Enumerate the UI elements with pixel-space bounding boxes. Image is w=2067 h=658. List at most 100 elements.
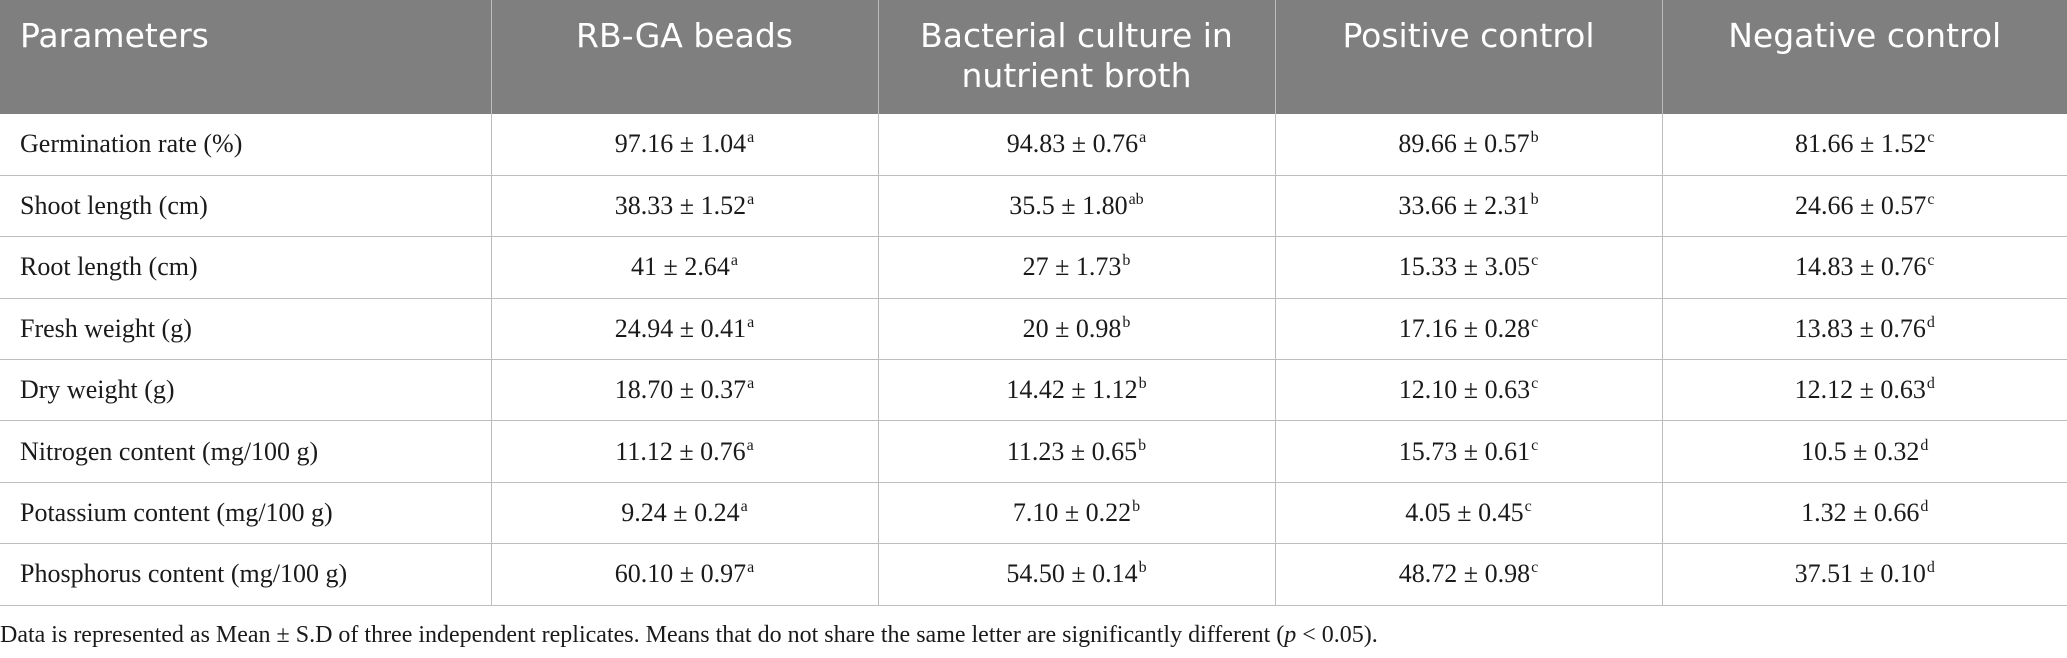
cell-value: 18.70 ± 0.37	[614, 375, 747, 405]
table-cell: 37.51 ± 0.10d	[1661, 543, 2067, 606]
cell-value: 54.50 ± 0.14	[1006, 559, 1138, 589]
table-cell: 60.10 ± 0.97a	[490, 543, 879, 606]
cell-value: 27 ± 1.73	[1022, 252, 1122, 282]
cell-value: 14.83 ± 0.76	[1795, 252, 1927, 282]
table-cell: 97.16 ± 1.04a	[490, 114, 879, 176]
significance-letter: b	[1138, 375, 1147, 393]
table-row: Dry weight (g) 18.70 ± 0.37a 14.42 ± 1.12b…	[0, 359, 2067, 422]
row-parameter-label: Root length (cm)	[0, 236, 492, 299]
header-negative-control: Negative control	[1661, 0, 2067, 114]
header-rb-ga-beads: RB-GA beads	[490, 0, 879, 114]
cell-value: 11.23 ± 0.65	[1006, 436, 1138, 466]
table-cell: 24.66 ± 0.57c	[1661, 174, 2067, 238]
table-cell: 33.66 ± 2.31b	[1274, 174, 1663, 238]
significance-letter: b	[1122, 313, 1131, 331]
table-cell: 15.33 ± 3.05c	[1274, 236, 1663, 299]
cell-value: 4.05 ± 0.45	[1405, 498, 1524, 528]
significance-letter: d	[1920, 436, 1929, 454]
cell-value: 97.16 ± 1.04	[614, 129, 747, 159]
significance-letter: c	[1524, 498, 1532, 516]
cell-value: 15.33 ± 3.05	[1398, 252, 1531, 282]
table-cell: 12.10 ± 0.63c	[1274, 359, 1663, 422]
significance-letter: c	[1531, 436, 1539, 454]
significance-letter: d	[1926, 559, 1935, 577]
significance-letter: c	[1927, 191, 1935, 209]
table-cell: 38.33 ± 1.52a	[490, 174, 879, 238]
significance-letter: c	[1531, 559, 1539, 577]
table-header: Parameters RB-GA beads Bacterial culture…	[0, 0, 2067, 114]
significance-letter: ab	[1128, 191, 1144, 209]
cell-value: 60.10 ± 0.97	[614, 559, 747, 589]
header-row: Parameters RB-GA beads Bacterial culture…	[0, 0, 2067, 114]
results-table: Parameters RB-GA beads Bacterial culture…	[0, 0, 2067, 606]
table-cell: 12.12 ± 0.63d	[1661, 359, 2067, 422]
significance-letter: b	[1530, 129, 1539, 147]
significance-letter: b	[1132, 498, 1141, 516]
table-cell: 7.10 ± 0.22b	[877, 481, 1276, 545]
row-parameter-label: Potassium content (mg/100 g)	[0, 481, 492, 545]
significance-letter: a	[740, 498, 748, 516]
row-parameter-label: Dry weight (g)	[0, 359, 492, 422]
footnote-text-after: < 0.05).	[1296, 622, 1378, 648]
table-cell: 94.83 ± 0.76a	[877, 114, 1276, 176]
significance-letter: c	[1531, 313, 1539, 331]
table-cell: 54.50 ± 0.14b	[877, 543, 1276, 606]
significance-letter: a	[730, 252, 738, 270]
significance-letter: a	[747, 313, 755, 331]
footnote-text-before: Data is represented as Mean ± S.D of thr…	[0, 622, 1285, 648]
table-cell: 9.24 ± 0.24a	[490, 481, 879, 545]
significance-letter: c	[1531, 375, 1539, 393]
table-footnote: Data is represented as Mean ± S.D of thr…	[0, 622, 2067, 649]
cell-value: 24.94 ± 0.41	[614, 313, 747, 343]
cell-value: 94.83 ± 0.76	[1006, 129, 1139, 159]
cell-value: 33.66 ± 2.31	[1398, 191, 1530, 221]
significance-letter: c	[1927, 129, 1935, 147]
table-cell: 81.66 ± 1.52c	[1661, 114, 2067, 176]
header-bacterial-culture: Bacterial culture in nutrient broth	[877, 0, 1276, 114]
table-cell: 48.72 ± 0.98c	[1274, 543, 1663, 606]
cell-value: 7.10 ± 0.22	[1012, 498, 1132, 528]
table-row: Potassium content (mg/100 g) 9.24 ± 0.24a…	[0, 481, 2067, 545]
cell-value: 24.66 ± 0.57	[1795, 191, 1927, 221]
cell-value: 9.24 ± 0.24	[621, 498, 740, 528]
cell-value: 11.12 ± 0.76	[615, 436, 746, 466]
cell-value: 10.5 ± 0.32	[1801, 436, 1920, 466]
header-parameters: Parameters	[0, 0, 492, 114]
significance-letter: a	[747, 129, 755, 147]
cell-value: 1.32 ± 0.66	[1801, 498, 1920, 528]
table-cell: 17.16 ± 0.28c	[1274, 297, 1663, 361]
cell-value: 12.12 ± 0.63	[1794, 375, 1926, 405]
cell-value: 15.73 ± 0.61	[1398, 436, 1531, 466]
table-cell: 11.12 ± 0.76a	[490, 420, 879, 483]
table-row: Fresh weight (g) 24.94 ± 0.41a 20 ± 0.98b 1…	[0, 297, 2067, 361]
table-cell: 18.70 ± 0.37a	[490, 359, 879, 422]
significance-letter: b	[1530, 191, 1539, 209]
table-cell: 89.66 ± 0.57b	[1274, 114, 1663, 176]
footnote-p-symbol: p	[1284, 622, 1297, 648]
cell-value: 41 ± 2.64	[631, 252, 730, 282]
header-positive-control: Positive control	[1274, 0, 1663, 114]
results-table-container: Parameters RB-GA beads Bacterial culture…	[0, 0, 2067, 606]
table-cell: 14.83 ± 0.76c	[1661, 236, 2067, 299]
cell-value: 12.10 ± 0.63	[1398, 375, 1531, 405]
table-cell: 15.73 ± 0.61c	[1274, 420, 1663, 483]
table-cell: 14.42 ± 1.12b	[877, 359, 1276, 422]
table-row: Root length (cm) 41 ± 2.64a 27 ± 1.73b 15.3…	[0, 236, 2067, 299]
row-parameter-label: Germination rate (%)	[0, 114, 492, 176]
significance-letter: c	[1531, 252, 1539, 270]
table-cell: 41 ± 2.64a	[490, 236, 879, 299]
significance-letter: c	[1927, 252, 1935, 270]
cell-value: 38.33 ± 1.52	[614, 191, 747, 221]
table-cell: 10.5 ± 0.32d	[1661, 420, 2067, 483]
table-row: Phosphorus content (mg/100 g) 60.10 ± 0.9…	[0, 543, 2067, 606]
table-cell: 4.05 ± 0.45c	[1274, 481, 1663, 545]
row-parameter-label: Fresh weight (g)	[0, 297, 492, 361]
cell-value: 35.5 ± 1.80	[1009, 191, 1128, 221]
table-cell: 11.23 ± 0.65b	[877, 420, 1276, 483]
significance-letter: b	[1138, 436, 1147, 454]
significance-letter: a	[1139, 129, 1147, 147]
cell-value: 81.66 ± 1.52	[1795, 129, 1927, 159]
row-parameter-label: Shoot length (cm)	[0, 174, 492, 238]
cell-value: 89.66 ± 0.57	[1398, 129, 1530, 159]
significance-letter: a	[747, 191, 755, 209]
